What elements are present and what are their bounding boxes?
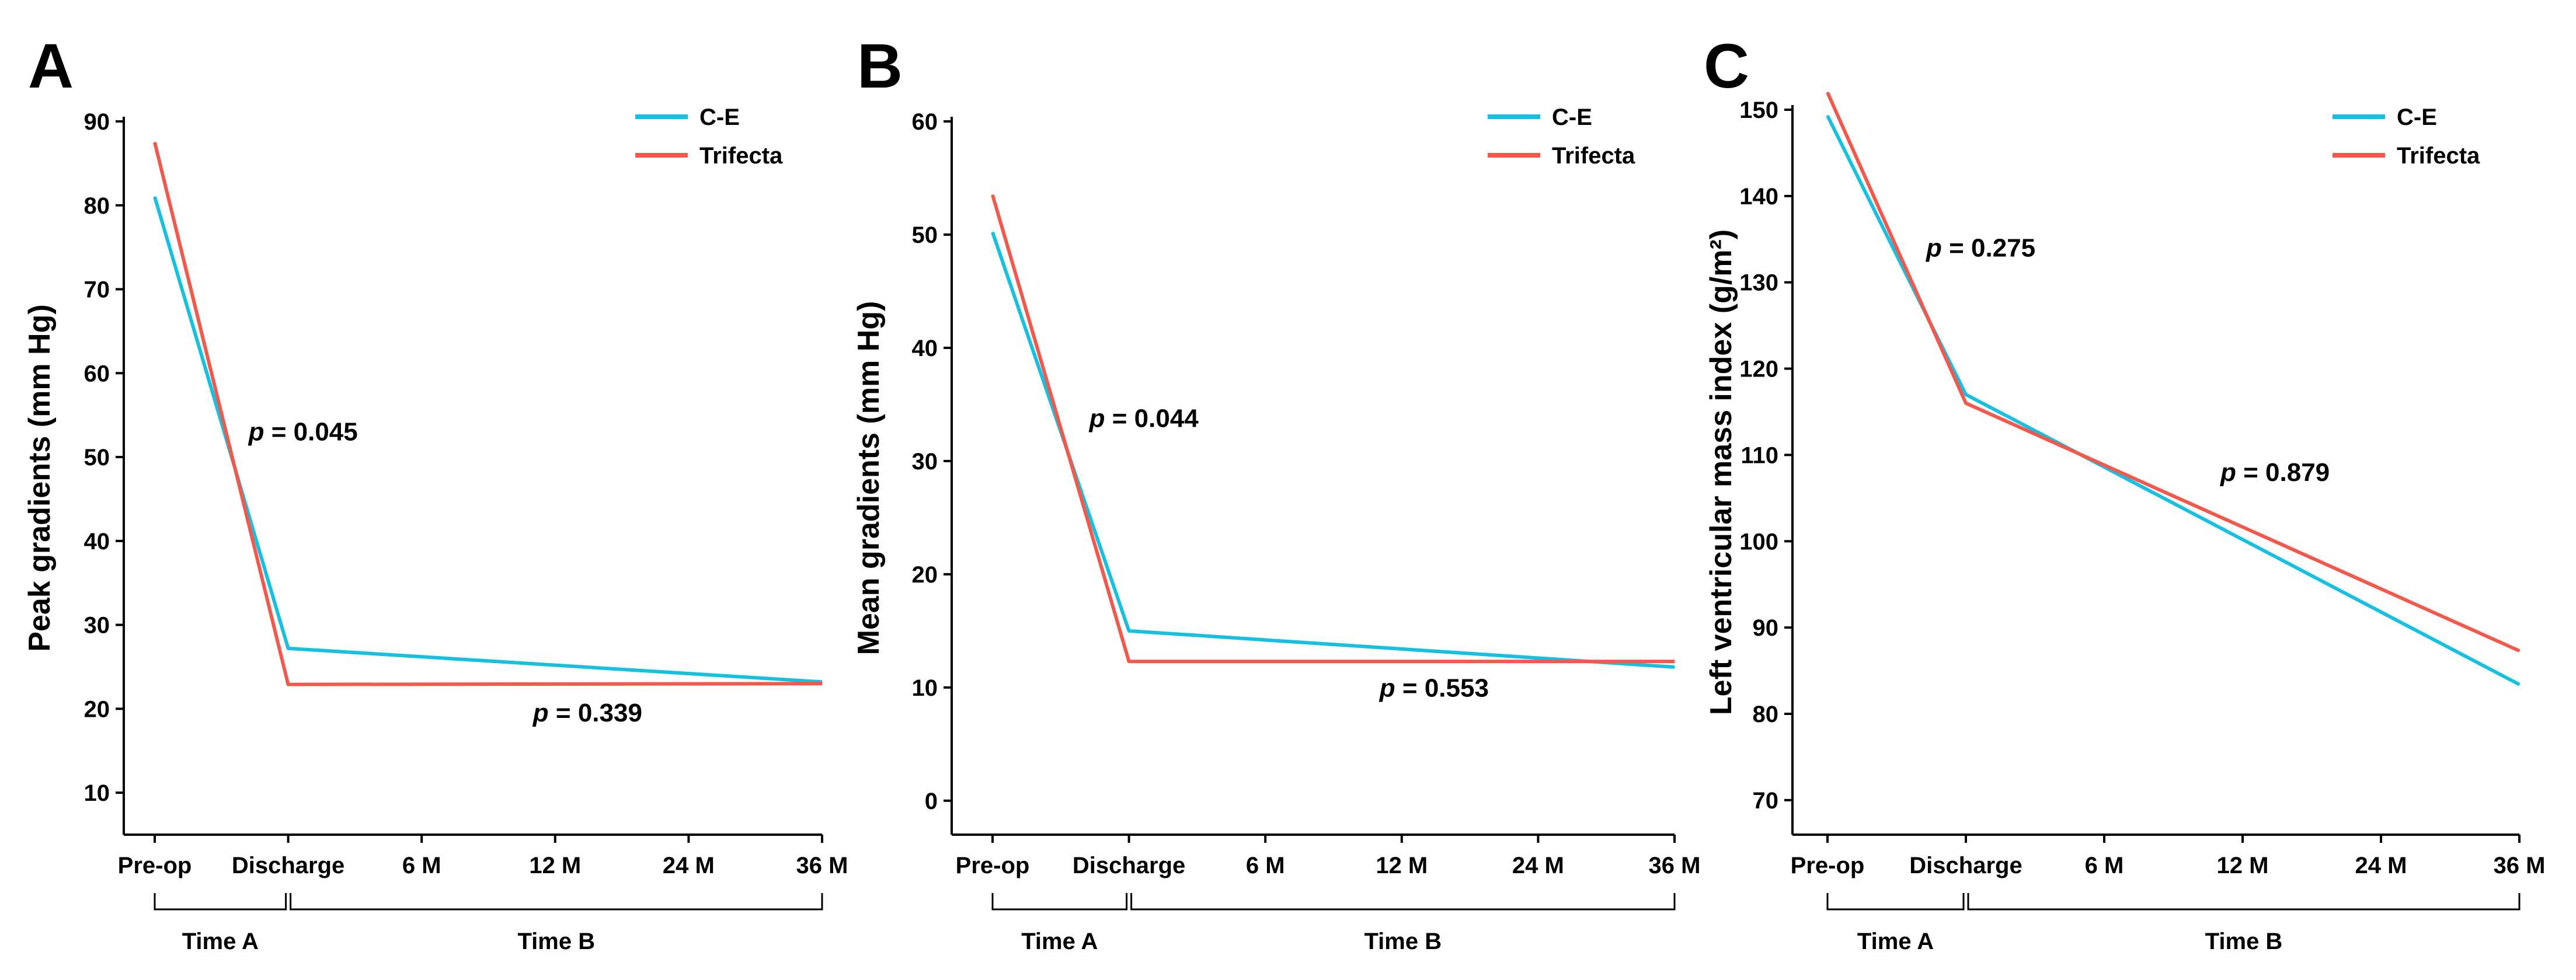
y-tick-label: 60 xyxy=(84,361,110,386)
series-line-c-e xyxy=(991,232,1675,669)
y-tick-label: 50 xyxy=(912,222,938,248)
y-tick-label: 150 xyxy=(1739,97,1778,123)
legend-label: Trifecta xyxy=(1552,143,1635,169)
x-tick-label: 12 M xyxy=(1376,853,1428,878)
group-bracket xyxy=(1826,893,1965,911)
x-tick-label: Discharge xyxy=(1909,853,2022,878)
group-bracket xyxy=(1130,893,1676,911)
x-tick-label: 36 M xyxy=(2494,853,2546,878)
x-tick-label: 6 M xyxy=(2085,853,2124,878)
data-point xyxy=(154,141,155,143)
group-label: Time A xyxy=(1021,929,1098,954)
data-point xyxy=(1827,115,1828,117)
legend-label: Trifecta xyxy=(2397,143,2480,169)
group-label: Time B xyxy=(1364,929,1442,954)
p-value-annotation: p = 0.339 xyxy=(532,699,642,727)
y-tick-label: 30 xyxy=(84,613,110,639)
y-tick-label: 70 xyxy=(1753,788,1779,814)
y-tick-label: 10 xyxy=(84,780,110,806)
data-point xyxy=(1128,630,1130,632)
group-bracket xyxy=(991,893,1128,911)
group-label: Time B xyxy=(517,929,595,954)
data-point xyxy=(1674,666,1675,668)
panel-label: A xyxy=(28,30,74,101)
x-tick-label: Discharge xyxy=(1073,853,1185,878)
legend-label: C-E xyxy=(699,104,740,130)
y-tick-label: 20 xyxy=(912,562,938,588)
x-tick-label: Pre-op xyxy=(1791,853,1865,878)
p-value-annotation: p = 0.275 xyxy=(1926,233,2035,262)
data-point xyxy=(1965,393,1966,395)
chart-panel-b: B 0 10 20 30 40 50 60 Pre-op Discharge 6 M 12 M 24 M… xyxy=(852,30,1700,954)
y-tick-label: 30 xyxy=(912,449,938,475)
y-axis-label: Peak gradients (mm Hg) xyxy=(23,304,57,651)
data-point xyxy=(2519,683,2520,685)
y-tick-label: 50 xyxy=(84,445,110,470)
y-tick-label: 60 xyxy=(912,109,938,135)
y-tick-label: 130 xyxy=(1739,270,1778,296)
panel-label: C xyxy=(1704,30,1749,101)
series-line-c-e xyxy=(1826,115,2521,686)
chart-panel-a: A 10 20 30 40 50 60 70 80 90 Pre-op Discharge 6 M 12 … xyxy=(23,30,848,954)
data-point xyxy=(821,683,823,685)
group-bracket xyxy=(290,893,823,911)
x-tick-label: 36 M xyxy=(1649,853,1701,878)
x-tick-label: Discharge xyxy=(232,853,344,878)
x-tick-label: 6 M xyxy=(1246,853,1285,878)
y-tick-label: 40 xyxy=(912,336,938,361)
x-tick-label: 24 M xyxy=(663,853,715,878)
x-tick-label: 36 M xyxy=(796,853,848,878)
data-point xyxy=(154,196,155,198)
y-axis-label: Left ventricular mass index (g/m²) xyxy=(1704,229,1738,715)
y-tick-label: 90 xyxy=(84,109,110,135)
data-point xyxy=(1827,92,1828,93)
data-point xyxy=(287,647,289,649)
group-label: Time A xyxy=(182,929,259,954)
p-value-annotation: p = 0.045 xyxy=(248,417,358,446)
group-label: Time B xyxy=(2205,929,2283,954)
y-tick-label: 10 xyxy=(912,675,938,701)
data-point xyxy=(287,683,289,685)
x-tick-label: 24 M xyxy=(2355,853,2407,878)
p-value-annotation: p = 0.044 xyxy=(1089,404,1199,433)
y-tick-label: 20 xyxy=(84,696,110,722)
y-tick-label: 40 xyxy=(84,529,110,554)
y-tick-label: 90 xyxy=(1753,615,1779,641)
data-point xyxy=(1128,661,1130,662)
data-point xyxy=(1965,402,1966,404)
y-tick-label: 0 xyxy=(925,789,938,814)
series-line-trifecta xyxy=(153,142,823,686)
y-tick-label: 120 xyxy=(1739,357,1778,382)
legend-label: Trifecta xyxy=(699,143,783,169)
p-value-annotation: p = 0.553 xyxy=(1379,674,1489,702)
y-tick-label: 70 xyxy=(84,277,110,303)
y-axis-label: Mean gradients (mm Hg) xyxy=(852,301,886,655)
x-tick-label: 6 M xyxy=(402,853,441,878)
y-tick-label: 140 xyxy=(1739,184,1778,210)
x-tick-label: 12 M xyxy=(2217,853,2269,878)
y-tick-label: 80 xyxy=(1753,702,1779,727)
p-value-annotation: p = 0.879 xyxy=(2220,458,2330,487)
chart-panel-c: C 70 80 90 100 110 120 130 140 150 Pre-op Discharge… xyxy=(1704,30,2545,954)
data-point xyxy=(2519,650,2520,652)
data-point xyxy=(1674,661,1675,662)
x-tick-label: 12 M xyxy=(529,853,581,878)
y-tick-label: 80 xyxy=(84,193,110,219)
data-point xyxy=(992,194,993,196)
panel-label: B xyxy=(857,30,903,101)
group-label: Time A xyxy=(1857,929,1934,954)
legend-label: C-E xyxy=(2397,104,2437,130)
y-tick-label: 100 xyxy=(1739,529,1778,554)
x-tick-label: Pre-op xyxy=(118,853,192,878)
data-point xyxy=(992,232,993,233)
series-line-trifecta xyxy=(1826,92,2521,653)
group-bracket xyxy=(1967,893,2521,911)
legend-label: C-E xyxy=(1552,104,1592,130)
x-tick-label: 24 M xyxy=(1512,853,1564,878)
x-tick-label: Pre-op xyxy=(956,853,1030,878)
y-tick-label: 110 xyxy=(1740,442,1778,468)
group-bracket xyxy=(154,893,287,911)
